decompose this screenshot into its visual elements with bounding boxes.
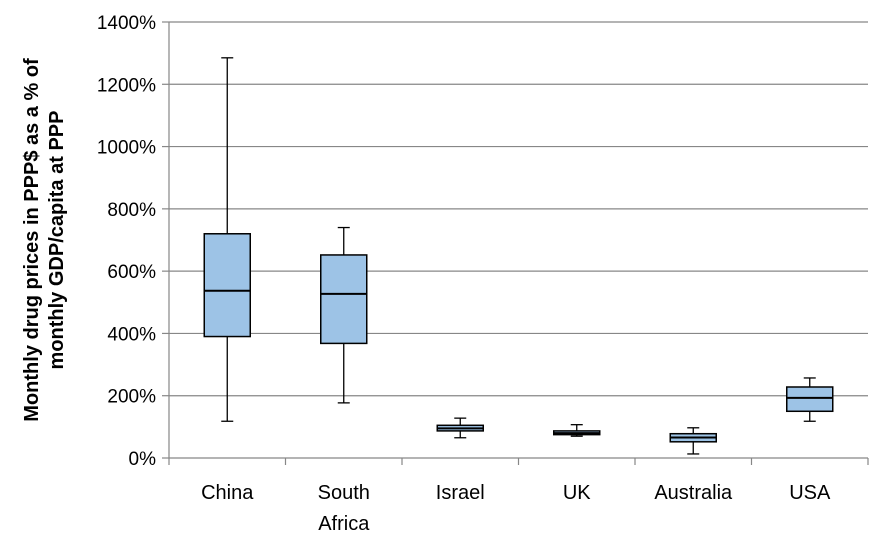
y-axis-title-line: Monthly drug prices in PPP$ as a % of <box>21 58 43 422</box>
gridlines <box>169 21 868 397</box>
iqr-box <box>320 254 368 345</box>
x-category-label: South <box>318 482 370 504</box>
y-tick-label: 200% <box>107 387 156 408</box>
x-category-label: UK <box>563 482 591 504</box>
y-tick-label: 1400% <box>97 13 156 34</box>
y-tick-label: 1000% <box>97 138 156 159</box>
x-category-label: Australia <box>654 482 733 504</box>
iqr-box <box>786 386 834 413</box>
axes <box>162 21 869 465</box>
box-australia <box>669 427 717 455</box>
y-tick-label: 600% <box>107 262 156 283</box>
box-china <box>203 57 251 422</box>
y-tick-label: 800% <box>107 200 156 221</box>
x-category-label: China <box>201 482 254 504</box>
box-uk <box>553 424 601 437</box>
iqr-box <box>203 233 251 338</box>
y-tick-label: 1200% <box>97 75 156 96</box>
box-israel <box>436 417 484 439</box>
x-category-label: Africa <box>318 513 370 535</box>
box-usa <box>786 377 834 422</box>
boxes <box>203 57 834 455</box>
y-axis-title-line: monthly GDP/capita at PPP <box>46 111 68 370</box>
y-tick-label: 0% <box>129 449 157 470</box>
x-category-label: USA <box>789 482 831 504</box>
box-south-africa <box>320 226 368 404</box>
x-category-label: Israel <box>436 482 485 504</box>
labels: 0% 200% 400% 600% 800% 1000% 1200% 1400% China So… <box>21 13 831 535</box>
y-tick-label: 400% <box>107 324 156 345</box>
